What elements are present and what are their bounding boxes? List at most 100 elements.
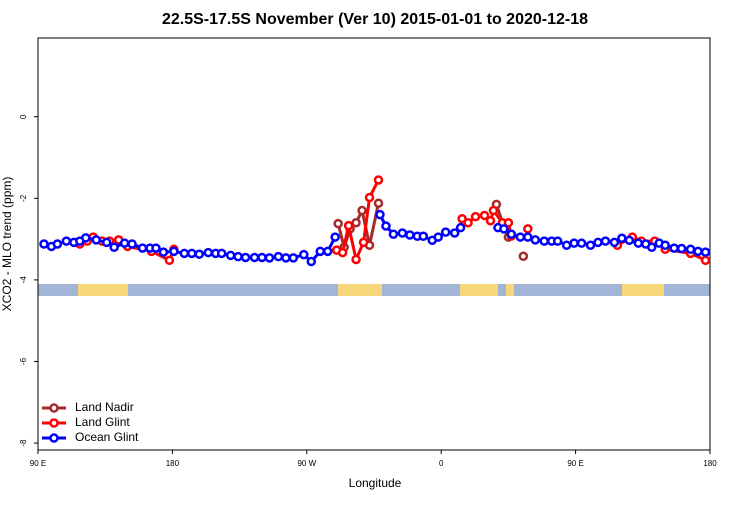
point [676, 243, 687, 254]
point [660, 240, 670, 250]
legend-label: Land Glint [75, 415, 130, 429]
point [306, 256, 317, 267]
point [343, 220, 354, 231]
point [158, 247, 169, 257]
point [264, 253, 275, 263]
point [240, 252, 251, 263]
point [539, 236, 549, 246]
point [470, 211, 481, 222]
point [609, 237, 620, 248]
point [488, 205, 499, 216]
point [552, 236, 563, 246]
point [322, 246, 333, 257]
x-tick-label: 90 W [297, 459, 316, 468]
point [351, 254, 361, 265]
point [288, 253, 299, 263]
point [463, 218, 473, 228]
point [364, 192, 375, 203]
point [187, 248, 197, 259]
legend-label: Land Nadir [75, 400, 134, 414]
y-tick-label: 0 [19, 114, 28, 119]
point [433, 232, 443, 242]
point [449, 228, 460, 238]
point [585, 240, 596, 250]
point [357, 205, 367, 216]
point [216, 248, 227, 259]
point [281, 253, 291, 263]
x-tick-label: 180 [703, 459, 717, 468]
y-axis-label: XCO2 - MLO trend (ppm) [0, 177, 14, 312]
point [109, 242, 119, 253]
point [700, 255, 711, 266]
point [593, 237, 603, 248]
point [530, 235, 541, 245]
point [569, 238, 579, 248]
x-tick-label: 90 E [30, 459, 46, 468]
point [693, 246, 703, 257]
point [127, 239, 137, 249]
point [101, 237, 112, 248]
point [523, 232, 533, 242]
point [375, 209, 385, 220]
surface-strip [38, 284, 710, 296]
y-tick-label: -6 [19, 357, 28, 365]
plot-frame [37, 37, 711, 451]
point [600, 236, 611, 246]
point [119, 238, 130, 248]
point [194, 249, 205, 259]
legend-marker [49, 403, 59, 413]
point [225, 250, 236, 261]
point [485, 215, 496, 226]
y-tick-label: -4 [19, 276, 28, 284]
point [273, 251, 284, 262]
point [257, 252, 267, 263]
point [337, 247, 348, 258]
point [39, 239, 49, 249]
point [499, 224, 509, 234]
x-axis-label: Longitude [349, 476, 402, 490]
point [561, 240, 572, 250]
x-tick-label: 90 E [567, 459, 583, 468]
point [61, 236, 72, 246]
point [518, 251, 529, 261]
legend-marker [49, 433, 59, 443]
point [685, 244, 696, 255]
point [388, 229, 399, 239]
chart-title: 22.5S-17.5S November (Ver 10) 2015-01-01… [162, 11, 588, 28]
point [249, 252, 260, 263]
point [373, 198, 384, 208]
point [315, 246, 325, 257]
point [418, 231, 429, 241]
point [617, 233, 627, 244]
point [457, 213, 467, 224]
point [351, 218, 361, 228]
point [373, 175, 384, 185]
point [330, 232, 340, 242]
series [75, 175, 711, 266]
point [203, 247, 213, 258]
point [479, 210, 490, 221]
point [506, 229, 517, 239]
series [39, 209, 711, 267]
point [503, 218, 514, 228]
point [81, 233, 91, 243]
legend-marker [49, 418, 59, 428]
x-tick-label: 180 [166, 459, 180, 468]
point [669, 243, 679, 253]
point [91, 235, 101, 245]
point [169, 246, 179, 257]
legend-label: Ocean Glint [75, 430, 139, 444]
point [299, 249, 309, 260]
point [455, 222, 466, 233]
point [137, 243, 148, 253]
point [624, 235, 635, 246]
point [405, 230, 415, 240]
point [397, 228, 408, 238]
point [358, 237, 369, 248]
x-tick-label: 0 [439, 459, 444, 468]
y-tick-label: -2 [19, 194, 28, 202]
point [647, 242, 657, 253]
point [515, 232, 526, 242]
point [440, 227, 451, 237]
